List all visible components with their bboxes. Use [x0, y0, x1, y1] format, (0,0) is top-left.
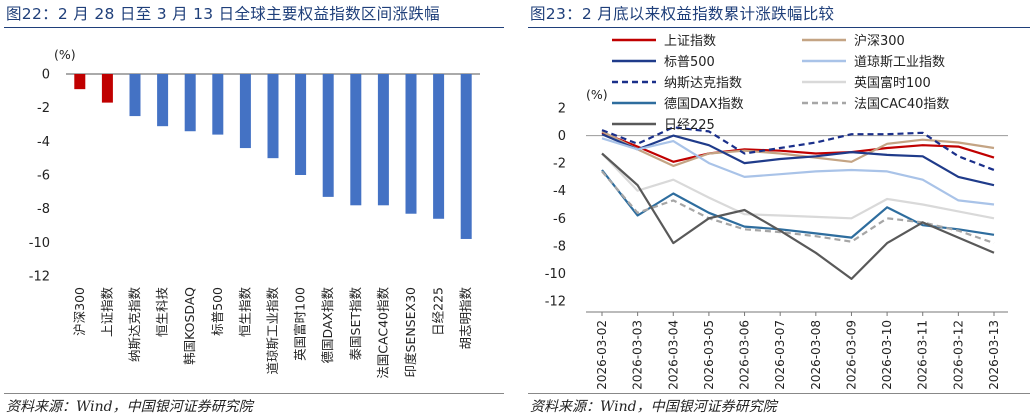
legend-label: 日经225 [664, 118, 715, 133]
bar-category-label: 恒生指数 [237, 287, 252, 338]
bar-英国富时100 [295, 74, 307, 175]
bar-category-label: 日经225 [431, 287, 446, 336]
bar-恒生指数 [239, 74, 251, 149]
line-y-tick-label: 0 [558, 129, 566, 144]
right-source-rule [528, 393, 1030, 394]
bar-y-tick-label: -8 [37, 202, 50, 217]
line-x-tick-label: 2026-03-03 [631, 320, 645, 390]
legend-label: 上证指数 [664, 34, 716, 49]
bar-y-tick-label: -10 [29, 236, 50, 251]
bar-印度SENSEX30 [405, 74, 417, 214]
line-x-tick-label: 2026-03-08 [809, 320, 823, 390]
left-source-rule [4, 393, 504, 394]
bar-chart: (%) 0 -2 -4 -6 -8 -10 -12 沪深300 上证指数 纳斯达克指数 恒生科技 韩国K… [29, 47, 480, 379]
bar-标普500 [212, 74, 224, 135]
bar-道琼斯工业指数 [267, 74, 279, 159]
line-y-tick-label: -6 [553, 212, 566, 227]
series-line-沪深300 [601, 130, 995, 167]
line-y-tick-label: -8 [553, 239, 566, 254]
left-chart-title: 图22：2 月 28 日至 3 月 13 日全球主要权益指数区间涨跌幅 [6, 5, 440, 23]
bar-y-tick-label: -2 [37, 101, 50, 116]
line-chart: (%) 2 0 -2 -4 -6 -8 -10 -12 2026-03-02 2026-03-03 2… [545, 33, 1008, 390]
bar-纳斯达克指数 [129, 74, 141, 117]
series-line-标普500 [601, 133, 995, 187]
legend-label: 沪深300 [854, 33, 905, 49]
line-y-tick-label: -12 [545, 295, 566, 310]
bar-category-label: 胡志明指数 [458, 287, 473, 350]
legend-label: 德国DAX指数 [664, 97, 744, 112]
line-x-tick-label: 2026-03-04 [666, 320, 680, 390]
line-x-tick-label: 2026-03-11 [916, 320, 930, 390]
legend-label: 纳斯达克指数 [664, 76, 742, 91]
bar-泰国SET指数 [350, 74, 362, 206]
line-y-tick-label: 2 [558, 102, 566, 117]
bar-category-label: 英国富时100 [293, 287, 308, 361]
line-y-tick-label: -2 [553, 157, 566, 172]
bar-category-label: 韩国KOSDAQ [182, 287, 197, 365]
left-source-note: 资料来源：Wind，中国银河证券研究院 [6, 399, 253, 415]
line-x-tick-label: 2026-03-12 [951, 320, 965, 390]
line-x-tick-label: 2026-03-05 [702, 320, 716, 390]
bar-德国DAX指数 [322, 74, 334, 197]
series-line-纳斯达克指数 [601, 126, 995, 172]
right-title-rule [528, 27, 1030, 28]
line-y-tick-label: -4 [553, 184, 566, 199]
line-x-tick-label: 2026-03-06 [738, 320, 752, 390]
bar-category-label: 道琼斯工业指数 [265, 287, 280, 375]
series-line-英国富时100 [601, 152, 995, 220]
bar-胡志明指数 [460, 74, 472, 239]
legend-label: 标普500 [664, 55, 715, 70]
left-title-rule [4, 27, 504, 28]
bar-category-label: 上证指数 [99, 287, 114, 338]
bar-category-label: 印度SENSEX30 [403, 287, 418, 378]
bar-category-label: 标普500 [210, 287, 225, 336]
line-y-tick-label: -10 [545, 267, 566, 282]
legend-label: 法国CAC40指数 [854, 97, 949, 112]
bar-韩国KOSDAQ [184, 74, 196, 132]
bar-y-tick-label: -6 [37, 169, 50, 184]
right-chart-title: 图23：2 月底以来权益指数累计涨跌幅比较 [530, 5, 835, 23]
bar-上证指数 [101, 74, 113, 103]
series-line-上证指数 [601, 131, 995, 163]
line-x-tick-label: 2026-03-09 [844, 320, 858, 390]
line-x-tick-label: 2026-03-13 [987, 320, 1001, 390]
bar-unit-label: (%) [54, 47, 76, 62]
right-source-note: 资料来源：Wind，中国银河证券研究院 [530, 399, 777, 415]
line-x-tick-label: 2026-03-02 [595, 320, 609, 390]
bar-category-label: 泰国SET指数 [348, 287, 363, 361]
series-line-道琼斯工业指数 [601, 137, 995, 206]
bar-y-tick-label: -12 [29, 270, 50, 285]
bar-法国CAC40指数 [377, 74, 389, 206]
bar-category-label: 沪深300 [72, 287, 87, 336]
series-line-日经225 [601, 152, 995, 280]
legend-label: 道琼斯工业指数 [854, 55, 945, 70]
line-unit-label: (%) [586, 87, 608, 102]
bar-y-tick-label: 0 [42, 68, 50, 83]
bar-category-label: 法国CAC40指数 [375, 287, 390, 379]
left-panel: 图22：2 月 28 日至 3 月 13 日全球主要权益指数区间涨跌幅 (%) 0… [0, 0, 510, 419]
bar-y-tick-label: -4 [37, 135, 50, 150]
bar-category-label: 德国DAX指数 [320, 287, 335, 364]
line-x-tick-label: 2026-03-10 [880, 320, 894, 390]
right-panel: 图23：2 月底以来权益指数累计涨跌幅比较 (%) 2 0 -2 -4 -6 -8 -10 -1… [524, 0, 1036, 419]
bar-恒生科技 [157, 74, 169, 127]
line-x-tick-label: 2026-03-07 [773, 320, 787, 390]
legend-label: 英国富时100 [854, 75, 931, 91]
bar-沪深300 [74, 74, 86, 90]
bar-category-label: 纳斯达克指数 [127, 287, 142, 363]
bar-日经225 [433, 74, 445, 219]
bar-category-label: 恒生科技 [155, 287, 170, 338]
